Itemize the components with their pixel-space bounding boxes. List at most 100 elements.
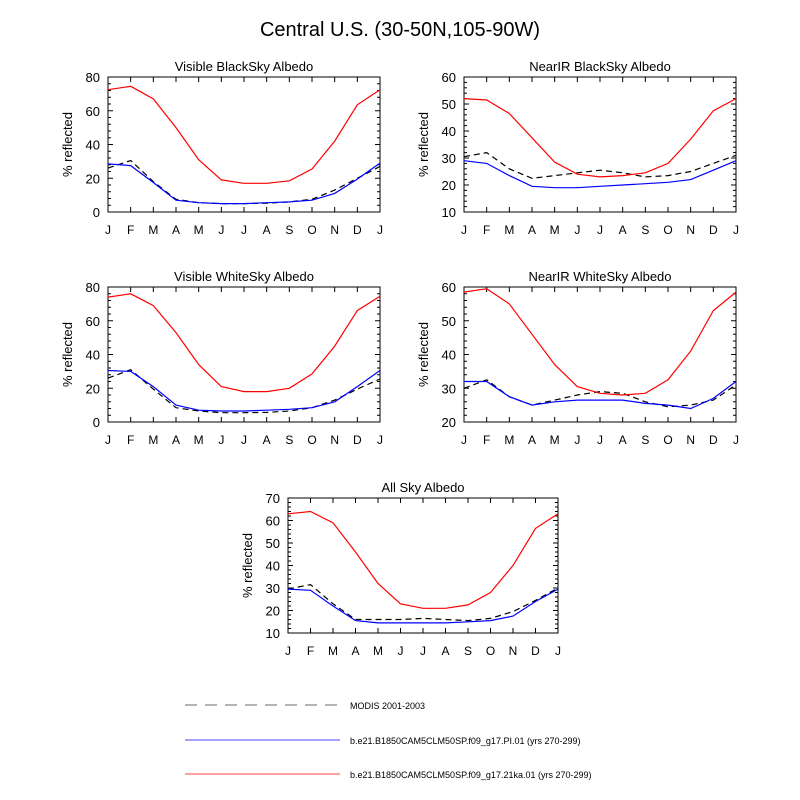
y-tick-label: 80 [86,280,100,295]
series-line-pi [287,588,559,624]
y-tick-label: 60 [86,104,100,119]
x-tick-label: O [663,433,672,447]
x-tick-label: S [641,223,649,237]
y-tick-label: 20 [442,178,456,193]
x-tick-label: N [686,223,695,237]
x-tick-label: M [194,433,204,447]
panel-4: NearIR WhiteSky Albedo % reflected 20 30 40 5… [416,269,739,447]
figure-title: Central U.S. (30-50N,105-90W) [260,19,540,41]
y-tick-label: 40 [442,348,456,363]
series-line-21ka [107,293,381,393]
x-tick-label: O [486,644,495,658]
series-line-modis [107,159,381,205]
plot-frame [107,286,381,423]
series-line-pi [107,162,381,205]
legend: MODIS 2001-2003 b.e21.B1850CAM5CLM50SP.f0… [185,701,592,780]
series-line-21ka [463,288,737,396]
y-tick-label: 0 [93,415,100,430]
y-tick-label: 60 [86,314,100,329]
x-tick-label: M [550,433,560,447]
x-tick-label: F [483,223,490,237]
x-tick-label: J [105,223,111,237]
x-tick-label: D [353,433,362,447]
panel-1: Visible BlackSky Albedo % reflected 0 20 40 6… [60,59,383,237]
x-tick-label: A [351,644,359,658]
x-tick-label: M [504,223,514,237]
x-tick-label: M [194,223,204,237]
x-tick-label: M [328,644,338,658]
y-tick-label: 60 [442,70,456,85]
x-tick-label: J [597,433,603,447]
y-tick-label: 40 [266,559,280,574]
series-line-21ka [107,85,381,184]
series-line-modis [107,369,381,414]
x-tick-label: F [483,433,490,447]
panel-title: Visible BlackSky Albedo [175,59,314,74]
y-tick-label: 40 [86,348,100,363]
x-tick-label: S [464,644,472,658]
x-tick-label: F [127,223,134,237]
y-tick-label: 20 [86,381,100,396]
x-tick-label: A [441,644,449,658]
x-tick-label: A [172,433,180,447]
x-tick-label: A [619,433,627,447]
series-line-modis [463,151,737,179]
panel-title: Visible WhiteSky Albedo [174,269,314,284]
x-tick-label: J [241,223,247,237]
x-tick-label: A [172,223,180,237]
y-tick-label: 20 [266,604,280,619]
x-tick-label: O [307,433,316,447]
y-axis-label: % reflected [60,322,75,387]
x-tick-label: F [307,644,314,658]
y-tick-label: 80 [86,70,100,85]
y-tick-label: 10 [266,626,280,641]
x-tick-label: A [619,223,627,237]
x-tick-label: A [263,223,271,237]
series-line-21ka [287,510,559,609]
y-axis-label: % reflected [60,112,75,177]
y-axis-label: % reflected [416,322,431,387]
x-tick-label: J [105,433,111,447]
x-tick-label: M [504,433,514,447]
plot-frame [463,286,737,423]
y-tick-label: 40 [442,124,456,139]
x-tick-label: A [528,433,536,447]
plot-frame [107,76,381,213]
series-line-pi [463,160,737,189]
y-tick-label: 30 [266,581,280,596]
x-tick-label: D [709,223,718,237]
series-line-21ka [463,98,737,178]
x-tick-label: J [398,644,404,658]
x-tick-label: J [733,433,739,447]
x-tick-label: J [241,433,247,447]
x-tick-label: J [377,223,383,237]
x-tick-label: S [285,223,293,237]
series-line-modis [287,583,559,622]
y-tick-label: 50 [442,314,456,329]
x-tick-label: F [127,433,134,447]
x-tick-label: J [461,223,467,237]
x-tick-label: D [709,433,718,447]
y-tick-label: 0 [93,205,100,220]
y-tick-label: 40 [86,138,100,153]
x-tick-label: A [528,223,536,237]
panels: Visible BlackSky Albedo % reflected 0 20 40 6… [60,59,739,658]
x-tick-label: N [686,433,695,447]
x-tick-label: D [353,223,362,237]
x-tick-label: N [330,223,339,237]
x-tick-label: J [377,433,383,447]
x-tick-label: D [531,644,540,658]
x-tick-label: N [509,644,518,658]
panel-3: Visible WhiteSky Albedo % reflected 0 20 40 6… [60,269,383,447]
legend-label: MODIS 2001-2003 [350,701,425,711]
x-tick-label: J [574,223,580,237]
legend-label: b.e21.B1850CAM5CLM50SP.f09_g17.PI.01 (yr… [350,736,580,746]
panel-2: NearIR BlackSky Albedo % reflected 10 20 30 4… [416,59,739,237]
x-tick-label: A [263,433,271,447]
y-tick-label: 20 [86,171,100,186]
x-tick-label: J [597,223,603,237]
x-tick-label: M [550,223,560,237]
x-tick-label: N [330,433,339,447]
y-tick-label: 60 [266,514,280,529]
